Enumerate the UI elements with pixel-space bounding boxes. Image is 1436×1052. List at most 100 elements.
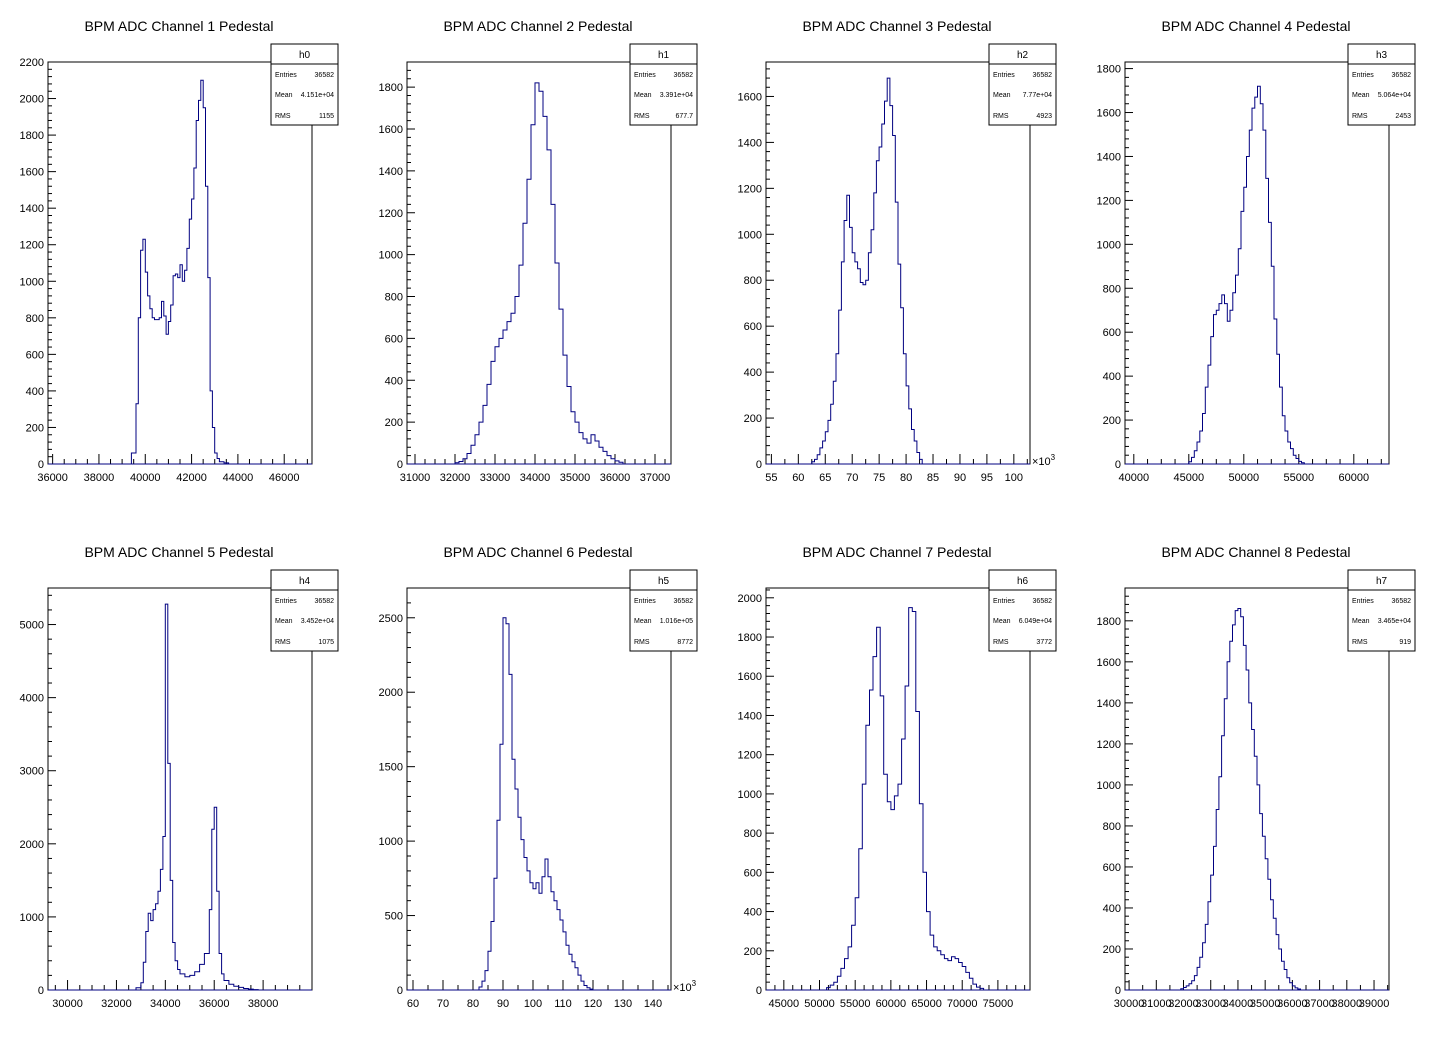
y-tick-label: 1600 xyxy=(738,671,762,683)
x-tick-label: 37000 xyxy=(1304,998,1335,1010)
x-tick-label: 100 xyxy=(524,998,542,1010)
y-tick-label: 400 xyxy=(744,907,762,919)
histogram-series xyxy=(1178,608,1301,991)
y-tick-label: 1200 xyxy=(1097,195,1121,207)
x-tick-label: 55 xyxy=(765,472,777,484)
x-tick-label: 40000 xyxy=(1119,472,1150,484)
stats-box-frame xyxy=(988,43,1057,126)
stats-box-frame xyxy=(270,569,339,652)
x-tick-label: 60 xyxy=(407,998,419,1010)
y-tick-label: 400 xyxy=(385,375,403,387)
y-tick-label: 0 xyxy=(397,459,403,471)
x-tick-label: 36000 xyxy=(600,472,631,484)
y-tick-label: 1600 xyxy=(1097,657,1121,669)
chart-title: BPM ADC Channel 7 Pedestal xyxy=(802,544,991,560)
y-tick-label: 2200 xyxy=(20,57,44,69)
y-tick-label: 0 xyxy=(38,985,44,997)
stats-value-rms: 1075 xyxy=(318,639,334,646)
x-tick-label: 110 xyxy=(554,998,572,1010)
y-tick-label: 1000 xyxy=(379,836,403,848)
x-tick-label: 33000 xyxy=(1195,998,1226,1010)
y-tick-label: 1800 xyxy=(379,82,403,94)
y-tick-label: 200 xyxy=(1103,415,1121,427)
histogram-series xyxy=(823,607,985,991)
y-tick-label: 1000 xyxy=(738,789,762,801)
stats-label-entries: Entries xyxy=(993,72,1015,79)
y-tick-label: 0 xyxy=(756,985,762,997)
y-tick-label: 500 xyxy=(385,911,403,923)
stats-box: h4 Entries 36582 Mean 3.452e+04 RMS 1075 xyxy=(270,569,339,652)
y-tick-label: 600 xyxy=(1103,862,1121,874)
stats-value-rms: 8772 xyxy=(677,639,693,646)
stats-box-frame xyxy=(1347,569,1416,652)
chart-panel-1: BPM ADC Channel 1 Pedestal 0 200 400 600 800 1… xyxy=(20,18,339,484)
stats-box-frame xyxy=(629,43,698,126)
y-tick-label: 1000 xyxy=(1097,780,1121,792)
x-tick-label: 36000 xyxy=(37,472,68,484)
y-tick-label: 200 xyxy=(385,417,403,429)
x-tick-label: 70 xyxy=(846,472,858,484)
histogram-series xyxy=(131,603,259,991)
y-tick-label: 600 xyxy=(744,321,762,333)
y-tick-label: 1800 xyxy=(1097,64,1121,76)
y-tick-label: 2000 xyxy=(20,94,44,106)
x-tick-label: 60000 xyxy=(876,998,907,1010)
stats-value-entries: 36582 xyxy=(315,598,335,605)
y-tick-label: 1000 xyxy=(20,912,44,924)
y-tick-label: 0 xyxy=(38,459,44,471)
x-tick-label: 34000 xyxy=(1223,998,1254,1010)
x-tick-label: 130 xyxy=(614,998,632,1010)
stats-value-mean: 1.016e+05 xyxy=(660,618,693,625)
chart-title: BPM ADC Channel 6 Pedestal xyxy=(443,544,632,560)
x-tick-label: 34000 xyxy=(520,472,551,484)
stats-label-entries: Entries xyxy=(634,72,656,79)
stats-box: h1 Entries 36582 Mean 3.391e+04 RMS 677.7 xyxy=(629,43,698,126)
x-tick-label: 45000 xyxy=(769,998,800,1010)
x-tick-label: 38000 xyxy=(84,472,115,484)
y-tick-label: 1600 xyxy=(20,167,44,179)
stats-value-rms: 1155 xyxy=(319,113,334,120)
stats-label-rms: RMS xyxy=(1352,113,1368,120)
stats-value-entries: 36582 xyxy=(1033,72,1053,79)
x-tick-label: 80 xyxy=(900,472,912,484)
x-tick-label: 65 xyxy=(819,472,831,484)
stats-label-entries: Entries xyxy=(275,598,297,605)
y-tick-label: 2000 xyxy=(738,593,762,605)
stats-histogram-name: h2 xyxy=(1017,50,1029,61)
y-tick-label: 0 xyxy=(756,459,762,471)
chart-panel-4: BPM ADC Channel 4 Pedestal 0 200 400 600 800 1… xyxy=(1097,18,1416,484)
chart-panel-7: BPM ADC Channel 7 Pedestal 0 200 400 600 800 1… xyxy=(738,544,1057,1010)
stats-value-mean: 3.452e+04 xyxy=(301,618,334,625)
y-tick-label: 2000 xyxy=(20,839,44,851)
y-tick-label: 200 xyxy=(744,946,762,958)
stats-box: h5 Entries 36582 Mean 1.016e+05 RMS 8772 xyxy=(629,569,698,652)
y-tick-label: 0 xyxy=(1115,985,1121,997)
y-tick-label: 600 xyxy=(385,333,403,345)
y-tick-label: 800 xyxy=(26,313,44,325)
x-tick-label: 55000 xyxy=(840,998,871,1010)
y-tick-label: 2000 xyxy=(379,687,403,699)
x-tick-label: 34000 xyxy=(150,998,181,1010)
x-tick-label: 40000 xyxy=(130,472,161,484)
x-multiplier-exponent: 3 xyxy=(692,979,697,988)
histogram-series xyxy=(1185,85,1305,465)
y-tick-label: 1400 xyxy=(738,137,762,149)
stats-label-rms: RMS xyxy=(275,113,291,120)
x-tick-label: 31000 xyxy=(400,472,431,484)
stats-box: h3 Entries 36582 Mean 5.064e+04 RMS 2453 xyxy=(1347,43,1416,126)
stats-label-rms: RMS xyxy=(634,113,650,120)
stats-label-mean: Mean xyxy=(634,92,652,99)
x-tick-label: 35000 xyxy=(560,472,591,484)
chart-title: BPM ADC Channel 2 Pedestal xyxy=(443,18,632,34)
x-tick-label: 32000 xyxy=(440,472,471,484)
y-tick-label: 4000 xyxy=(20,693,44,705)
stats-label-mean: Mean xyxy=(1352,92,1370,99)
stats-box-frame xyxy=(1347,43,1416,126)
stats-box-frame xyxy=(629,569,698,652)
stats-value-mean: 7.77e+04 xyxy=(1023,92,1052,99)
y-tick-label: 1500 xyxy=(379,762,403,774)
stats-histogram-name: h1 xyxy=(658,50,670,61)
stats-label-rms: RMS xyxy=(993,639,1009,646)
chart-title: BPM ADC Channel 5 Pedestal xyxy=(84,544,273,560)
x-tick-label: 46000 xyxy=(269,472,300,484)
